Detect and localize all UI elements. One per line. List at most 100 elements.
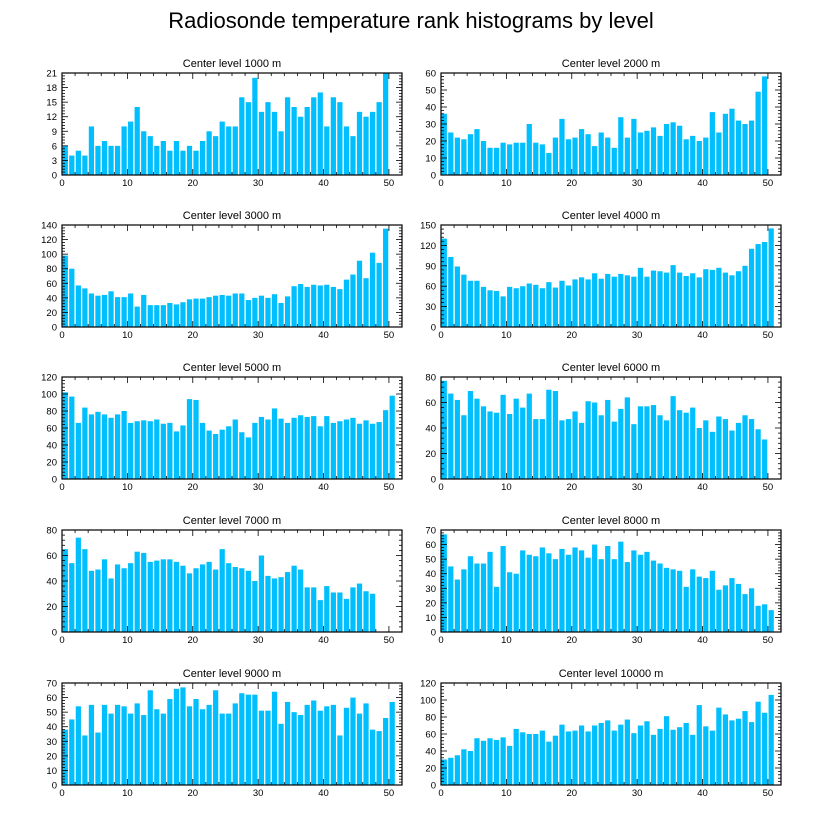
bar bbox=[180, 150, 186, 175]
bar bbox=[677, 727, 683, 785]
bar bbox=[383, 717, 389, 785]
bar bbox=[337, 421, 343, 479]
panel-title: Center level 10000 m bbox=[559, 668, 664, 680]
bar bbox=[369, 423, 376, 479]
bar bbox=[69, 396, 75, 479]
bar bbox=[252, 694, 258, 785]
bar bbox=[677, 272, 683, 327]
bar bbox=[677, 125, 683, 175]
x-tick-label: 40 bbox=[318, 635, 329, 646]
bar bbox=[134, 703, 140, 785]
bar bbox=[383, 228, 389, 327]
bar bbox=[101, 294, 108, 327]
y-tick-label: 0 bbox=[431, 171, 436, 182]
bar bbox=[147, 690, 153, 785]
bar bbox=[513, 398, 519, 479]
bar bbox=[742, 124, 748, 175]
bar bbox=[663, 420, 670, 479]
bar bbox=[265, 419, 271, 479]
bar bbox=[611, 559, 617, 632]
bar bbox=[193, 568, 199, 632]
bar bbox=[650, 270, 657, 327]
bar bbox=[637, 725, 644, 785]
y-tick-label: 18 bbox=[46, 83, 57, 94]
bar bbox=[677, 410, 683, 479]
bar bbox=[729, 578, 735, 632]
bar bbox=[258, 295, 265, 327]
bar bbox=[389, 701, 395, 785]
y-tick-label: 0 bbox=[431, 781, 436, 792]
bar bbox=[383, 410, 389, 479]
bar bbox=[114, 414, 121, 479]
bar bbox=[624, 275, 630, 327]
x-tick-label: 0 bbox=[59, 330, 64, 341]
bar bbox=[324, 586, 330, 632]
bar bbox=[219, 294, 225, 327]
bar bbox=[284, 422, 291, 479]
x-tick-label: 30 bbox=[253, 330, 264, 341]
y-tick-label: 0 bbox=[431, 628, 436, 639]
x-tick-label: 10 bbox=[122, 788, 133, 799]
bar bbox=[663, 124, 670, 175]
bar bbox=[213, 295, 219, 327]
y-tick-label: 100 bbox=[41, 250, 57, 261]
bar bbox=[62, 255, 68, 327]
bar bbox=[304, 704, 310, 785]
bar bbox=[487, 411, 493, 479]
bar bbox=[631, 733, 637, 785]
bar bbox=[69, 155, 75, 175]
y-tick-label: 20 bbox=[425, 449, 436, 460]
y-tick-label: 100 bbox=[420, 696, 436, 707]
y-tick-label: 60 bbox=[46, 424, 57, 435]
bar bbox=[239, 432, 245, 479]
bar bbox=[690, 734, 696, 785]
bar bbox=[75, 150, 81, 175]
bar bbox=[487, 147, 493, 175]
x-tick-label: 20 bbox=[187, 482, 198, 493]
bar bbox=[513, 728, 519, 785]
bar bbox=[565, 139, 572, 175]
y-tick-label: 120 bbox=[420, 679, 436, 690]
bar bbox=[461, 274, 467, 327]
y-tick-label: 20 bbox=[46, 458, 57, 469]
bar bbox=[611, 421, 617, 479]
bar bbox=[722, 714, 729, 785]
bar bbox=[330, 97, 336, 175]
bar bbox=[474, 398, 480, 479]
bar bbox=[755, 244, 761, 327]
y-tick-label: 0 bbox=[52, 171, 57, 182]
bar bbox=[330, 592, 336, 632]
bar bbox=[578, 277, 585, 327]
bar bbox=[88, 293, 95, 327]
bar bbox=[147, 421, 153, 479]
bar bbox=[82, 549, 88, 632]
bar bbox=[343, 126, 350, 175]
bar bbox=[356, 713, 363, 785]
bar bbox=[520, 407, 526, 479]
bar bbox=[618, 117, 624, 175]
bar bbox=[592, 402, 598, 479]
bar bbox=[461, 139, 467, 175]
bar bbox=[350, 697, 356, 785]
bar bbox=[657, 415, 663, 479]
bar bbox=[703, 137, 709, 175]
bar bbox=[311, 587, 317, 632]
bar bbox=[526, 734, 532, 785]
bar bbox=[539, 144, 545, 175]
panel-9: Center level 9000 m0 10 20 30 40 500102030405… bbox=[46, 668, 403, 799]
bar bbox=[95, 295, 101, 327]
bar bbox=[101, 414, 108, 479]
bar bbox=[206, 297, 212, 327]
bar bbox=[663, 567, 670, 632]
bar bbox=[369, 593, 376, 632]
bar bbox=[448, 132, 454, 175]
bar bbox=[245, 694, 251, 785]
bar bbox=[154, 709, 160, 785]
y-tick-label: 80 bbox=[46, 264, 57, 275]
bar bbox=[467, 134, 474, 175]
panel-title: Center level 4000 m bbox=[562, 210, 660, 222]
bar bbox=[134, 421, 140, 479]
bar bbox=[578, 725, 585, 785]
bar bbox=[768, 694, 774, 785]
bar bbox=[735, 271, 742, 327]
